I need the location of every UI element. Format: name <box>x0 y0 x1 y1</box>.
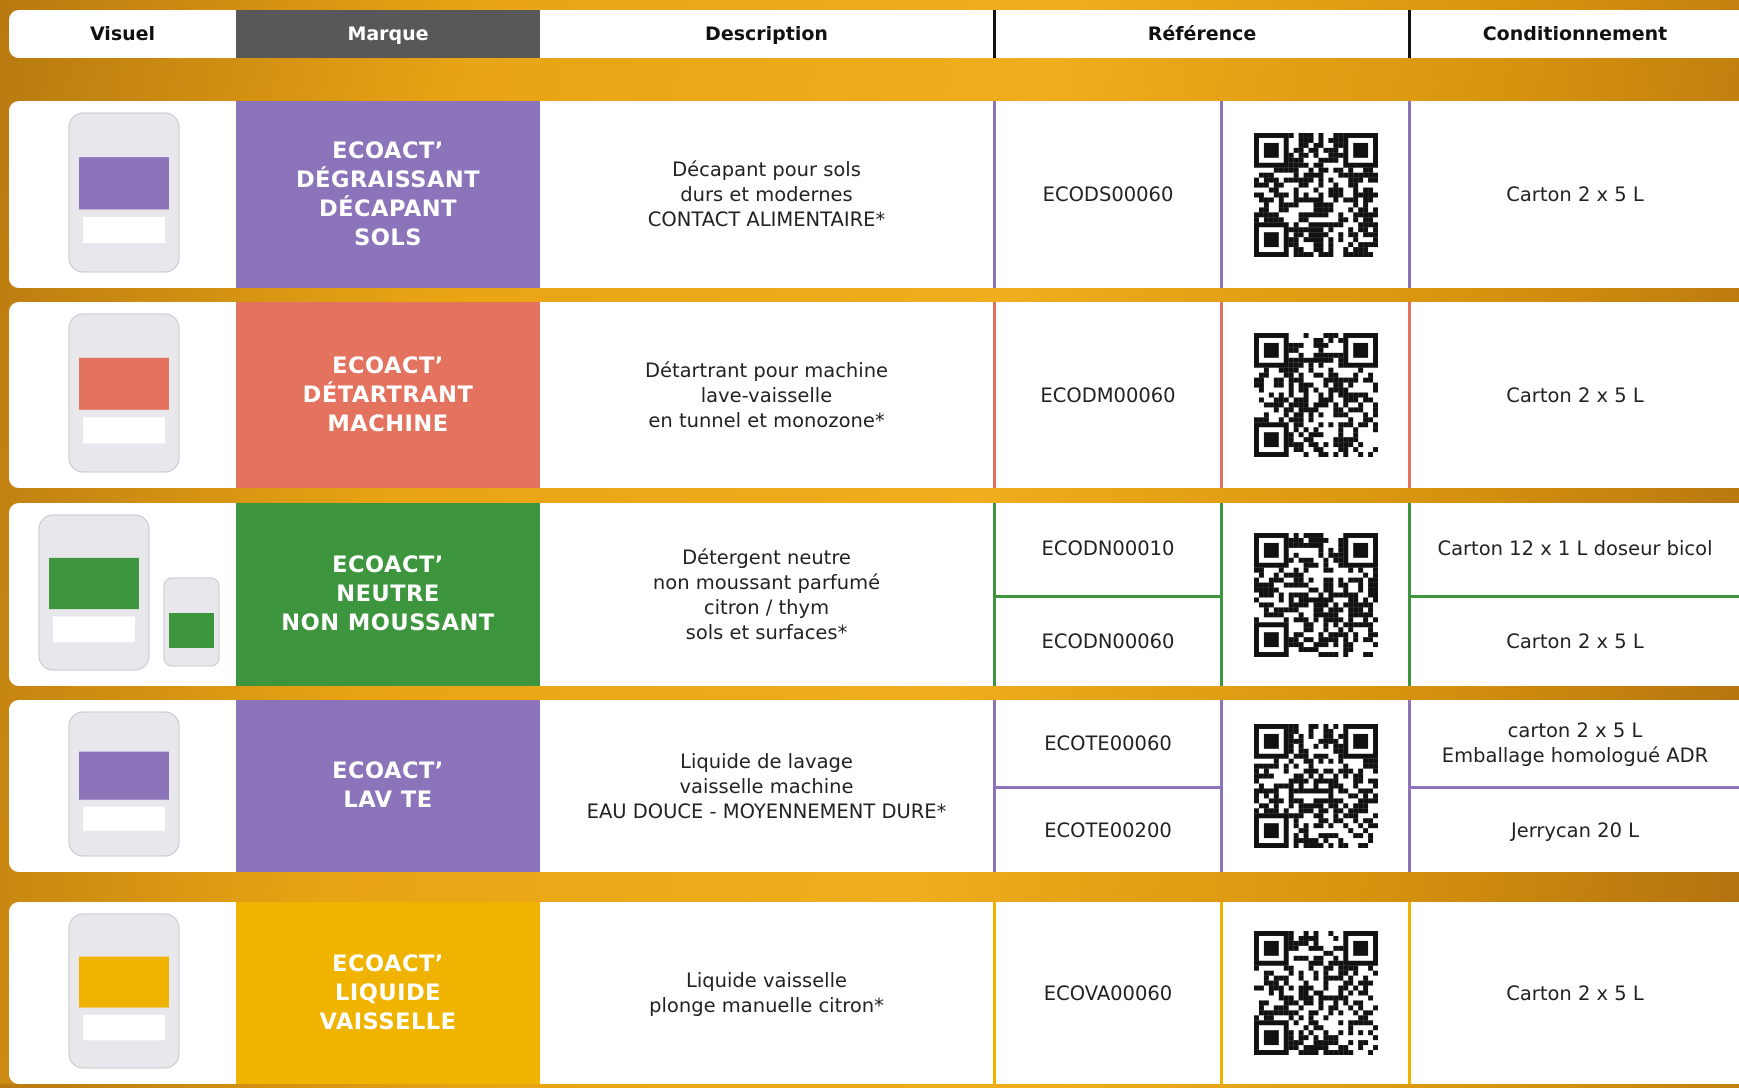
qr-pattern <box>1253 333 1378 457</box>
brand: ECOACT’ LIQUIDE VAISSELLE <box>236 902 540 1084</box>
description-line: lave-vaisselle <box>700 383 833 407</box>
description-line: Liquide vaisselle <box>685 969 848 992</box>
brand-line: DÉTARTRANT <box>302 381 474 408</box>
description-line: sols et surfaces* <box>685 620 848 644</box>
qr-code <box>1220 101 1408 288</box>
header-reference: Référence <box>993 10 1408 58</box>
qr-pattern <box>1253 532 1378 657</box>
visual <box>9 700 236 872</box>
reference: ECOVA00060 <box>993 902 1220 1084</box>
reference: ECODM00060 <box>993 302 1220 488</box>
brand-line: MACHINE <box>327 410 449 437</box>
packaging-line: Carton 2 x 5 L <box>1506 183 1644 206</box>
brand-line: ECOACT’ <box>332 552 444 578</box>
description: Détartrant pour machine lave-vaisselle en … <box>540 302 993 488</box>
packaging: Carton 2 x 5 L <box>1408 302 1739 488</box>
description-line: EAU DOUCE - MOYENNEMENT DURE* <box>586 799 947 823</box>
visual <box>9 101 236 288</box>
packaging-line: Carton 12 x 1 L doseur bicol <box>1437 537 1713 561</box>
brand-line: LIQUIDE <box>334 979 442 1006</box>
bottle-image <box>38 514 220 671</box>
description-line: CONTACT ALIMENTAIRE* <box>647 208 886 231</box>
brand-line: SOLS <box>354 224 422 251</box>
description-line: vaisselle machine <box>679 774 854 798</box>
description-line: citron / thym <box>703 595 830 619</box>
header-conditionnement: Conditionnement <box>1408 10 1739 58</box>
packaging: Carton 2 x 5 L <box>1408 101 1739 288</box>
packaging-line: Emballage homologué ADR <box>1441 744 1709 767</box>
packaging: carton 2 x 5 L Emballage homologué ADR <box>1408 700 1739 786</box>
visual <box>9 503 236 686</box>
header-visuel: Visuel <box>9 10 236 58</box>
reference: ECODN00010 <box>993 503 1220 595</box>
packaging-line: Jerrycan 20 L <box>1510 819 1640 842</box>
qr-pattern <box>1253 931 1378 1055</box>
bottle-image <box>68 711 180 857</box>
description-line: durs et modernes <box>680 183 853 206</box>
description-line: en tunnel et monozone* <box>648 408 885 432</box>
packaging: Jerrycan 20 L <box>1408 786 1739 872</box>
qr-pattern <box>1253 132 1378 257</box>
header-marque: Marque <box>236 10 540 58</box>
brand-line: ECOACT’ <box>332 137 444 164</box>
qr-code <box>1220 302 1408 488</box>
description-line: plonge manuelle citron* <box>649 994 884 1017</box>
packaging-line: Carton 2 x 5 L <box>1506 383 1644 407</box>
qr-code <box>1220 902 1408 1084</box>
qr-code <box>1220 503 1408 686</box>
brand: ECOACT’ DÉTARTRANT MACHINE <box>236 302 540 488</box>
brand-line: DÉCAPANT <box>319 195 457 222</box>
packaging-line: carton 2 x 5 L <box>1507 719 1643 742</box>
reference: ECOTE00060 <box>993 700 1220 786</box>
description-line: Liquide de lavage <box>680 749 853 773</box>
brand-line: ECOACT’ <box>332 950 444 977</box>
packaging: Carton 2 x 5 L <box>1408 594 1739 686</box>
brand: ECOACT’ LAV TE <box>236 700 540 872</box>
brand-line: ECOACT’ <box>332 352 444 379</box>
description: Liquide de lavage vaisselle machine EAU DO… <box>540 700 993 872</box>
packaging-line: Carton 2 x 5 L <box>1506 981 1644 1005</box>
description-line: non moussant parfumé <box>652 570 881 594</box>
brand-line: NON MOUSSANT <box>281 610 495 636</box>
description-line: Décapant pour sols <box>672 158 861 181</box>
bottle-image <box>68 913 180 1069</box>
header-description: Description <box>540 10 993 58</box>
reference: ECOTE00200 <box>993 786 1220 872</box>
qr-code <box>1220 700 1408 872</box>
reference: ECODN00060 <box>993 594 1220 686</box>
visual <box>9 302 236 488</box>
description: Liquide vaisselle plonge manuelle citron* <box>540 902 993 1084</box>
brand-line: NEUTRE <box>336 581 440 607</box>
reference: ECODS00060 <box>993 101 1220 288</box>
qr-pattern <box>1253 724 1378 848</box>
visual <box>9 902 236 1084</box>
description: Décapant pour sols durs et modernes CONTAC… <box>540 101 993 288</box>
packaging: Carton 12 x 1 L doseur bicol <box>1408 503 1739 595</box>
brand-line: VAISSELLE <box>319 1008 457 1035</box>
description: Détergent neutre non moussant parfumé citr… <box>540 503 993 686</box>
bottle-image <box>68 313 180 473</box>
description-line: Détergent neutre <box>682 545 851 569</box>
brand-line: ECOACT’ <box>332 758 444 784</box>
packaging: Carton 2 x 5 L <box>1408 902 1739 1084</box>
brand: ECOACT’ NEUTRE NON MOUSSANT <box>236 503 540 686</box>
description-line: Détartrant pour machine <box>644 358 889 382</box>
bottle-image <box>68 112 180 273</box>
packaging-line: Carton 2 x 5 L <box>1506 630 1644 654</box>
brand-line: LAV TE <box>343 787 433 813</box>
brand: ECOACT’ DÉGRAISSANT DÉCAPANT SOLS <box>236 101 540 288</box>
brand-line: DÉGRAISSANT <box>295 166 481 193</box>
